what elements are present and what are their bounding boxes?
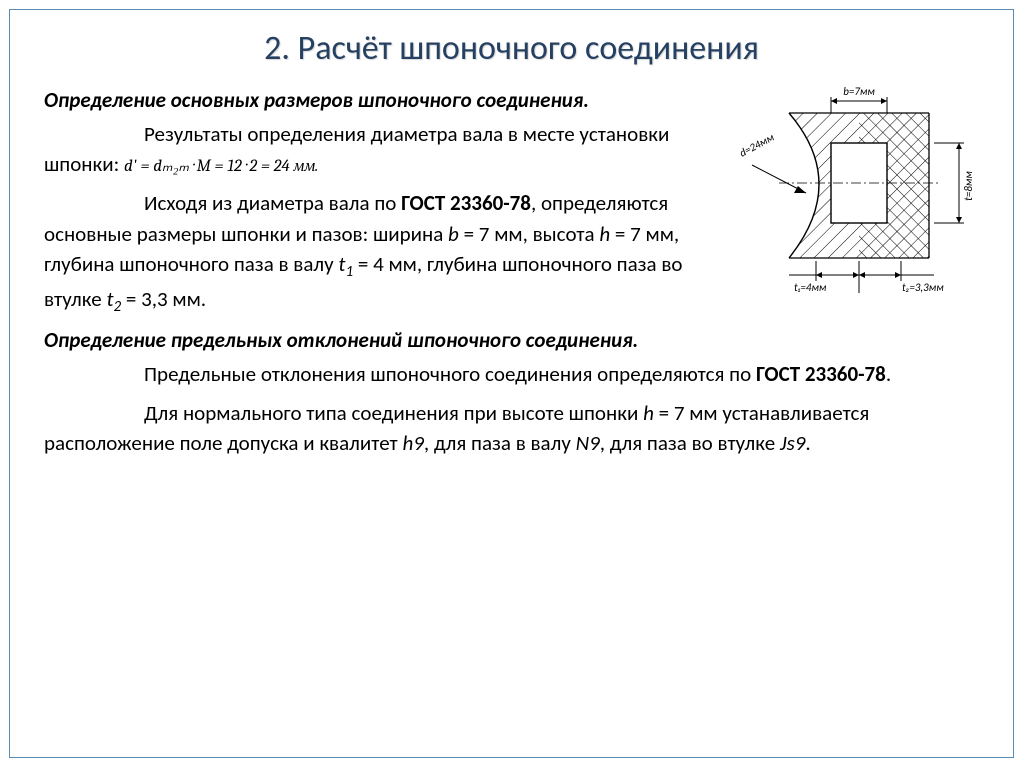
paragraph-3: Предельные отклонения шпоночного соедине… bbox=[44, 359, 979, 389]
section-2-heading: Определение предельных отклонений шпоноч… bbox=[44, 327, 979, 353]
formula-d: d' = dₘ₂ₘ · M = 12 · 2 = 24 мм. bbox=[124, 157, 318, 176]
paragraph-4: Для нормального типа соединения при высо… bbox=[44, 398, 979, 459]
dim-t: t=8мм bbox=[962, 171, 975, 201]
page-title: 2. Расчёт шпоночного соединения bbox=[44, 28, 979, 69]
dim-d: d=24мм bbox=[737, 130, 776, 159]
dim-t2: t₂=3,3мм bbox=[902, 281, 944, 294]
key-joint-diagram: b=7мм d=24мм t=8мм bbox=[734, 83, 979, 303]
dim-t1: t₁=4мм bbox=[794, 281, 827, 294]
dim-b: b=7мм bbox=[843, 85, 875, 98]
document-page: 2. Расчёт шпоночного соединения b=7мм bbox=[9, 9, 1014, 758]
